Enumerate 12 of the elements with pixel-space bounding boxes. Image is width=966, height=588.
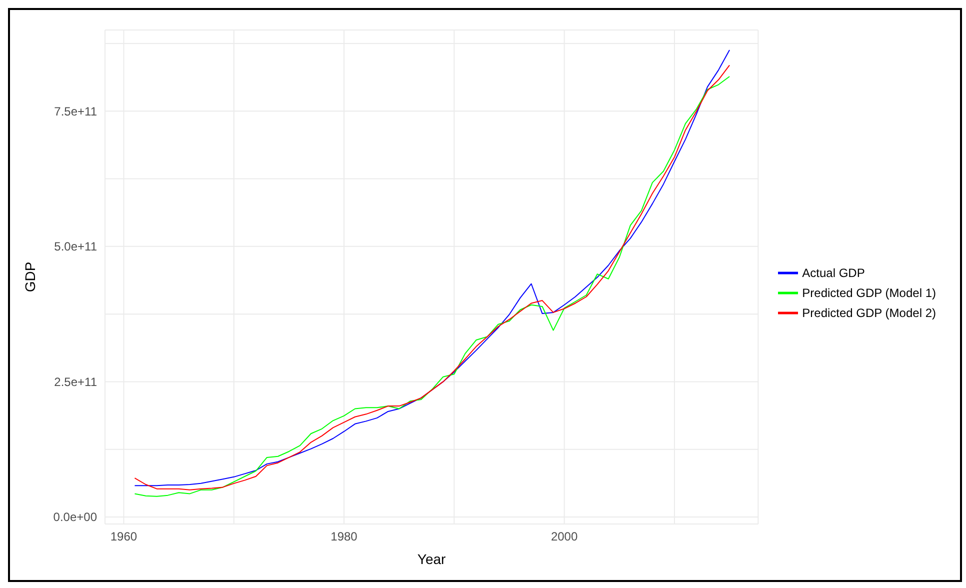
y-tick-label: 0.0e+00 <box>53 510 98 524</box>
x-tick-label: 2000 <box>550 530 578 544</box>
y-tick-label: 7.5e+11 <box>54 104 98 118</box>
x-tick-label: 1980 <box>330 530 358 544</box>
x-axis-title: Year <box>417 551 446 567</box>
x-tick-label: 1960 <box>110 530 138 544</box>
y-tick-label: 2.5e+11 <box>54 374 98 389</box>
y-axis-title: GDP <box>22 262 38 292</box>
legend-label: Predicted GDP (Model 2) <box>802 306 936 320</box>
legend-label: Actual GDP <box>802 266 865 280</box>
legend-label: Predicted GDP (Model 1) <box>802 286 936 300</box>
y-tick-label: 5.0e+11 <box>54 240 98 254</box>
